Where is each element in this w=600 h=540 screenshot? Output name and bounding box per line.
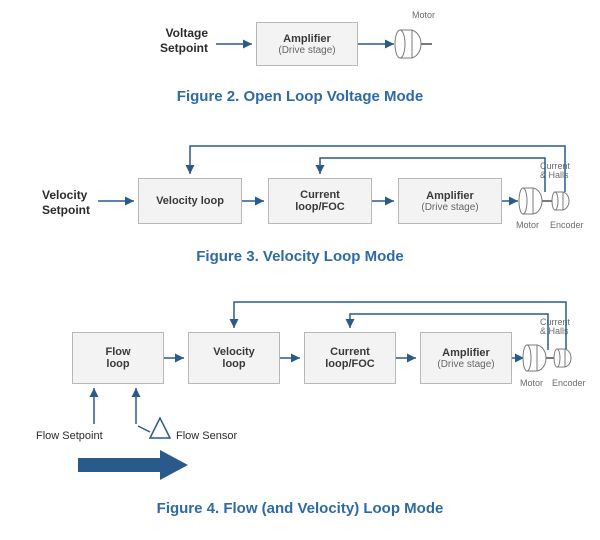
fig4-flow-box: Flow loop [72,332,164,384]
fig3-input-l2: Setpoint [42,203,90,217]
fig2-box-l1: Amplifier [283,33,331,45]
fig2-input-l1: Voltage [166,26,208,40]
fig3-encoder-label: Encoder [550,220,584,230]
fig4-caption: Figure 4. Flow (and Velocity) Loop Mode [0,500,600,517]
fig3-halls-label: Current & Halls [540,162,570,181]
fig3-halls-l2: & Halls [540,170,569,180]
fig4-amplifier-box: Amplifier (Drive stage) [420,332,512,384]
fig4-b1-l1: Velocity [213,346,255,358]
fig3-current-box: Current loop/FOC [268,178,372,224]
fig3-input-l1: Velocity [42,188,87,202]
big-flow-arrow-icon [78,450,188,480]
fig4-setpoint-label: Flow Setpoint [36,430,103,444]
fig2-amplifier-box: Amplifier (Drive stage) [256,22,358,66]
fig3-b1-l2: loop/FOC [295,201,345,213]
fig3-b0-l1: Velocity loop [156,195,224,207]
flow-sensor-icon [150,418,170,438]
fig3-b1-l1: Current [300,189,340,201]
fig3-caption: Figure 3. Velocity Loop Mode [0,248,600,265]
fig4-b2-l2: loop/FOC [325,358,375,370]
fig3-motor-label: Motor [516,220,539,230]
fig4-halls-label: Current & Halls [540,318,570,337]
fig4-motor-label: Motor [520,378,543,388]
fig2-input-label: Voltage Setpoint [160,26,208,56]
fig4-b3-l2: (Drive stage) [437,359,494,370]
diagram-overlay [0,0,600,540]
fig4-encoder-icon [554,349,571,367]
fig4-b1-l2: loop [222,358,245,370]
fig2-motor-label: Motor [412,10,435,20]
fig4-velocity-box: Velocity loop [188,332,280,384]
fig3-amplifier-box: Amplifier (Drive stage) [398,178,502,224]
fig2-motor-icon [395,30,432,58]
fig4-current-box: Current loop/FOC [304,332,396,384]
fig2-box-l2: (Drive stage) [278,45,335,56]
fig4-halls-l2: & Halls [540,326,569,336]
fig3-encoder-icon [552,192,569,210]
fig3-velocity-box: Velocity loop [138,178,242,224]
fig4-encoder-label: Encoder [552,378,586,388]
fig4-b0-l2: loop [106,358,129,370]
fig2-caption: Figure 2. Open Loop Voltage Mode [0,88,600,105]
fig4-sensor-label: Flow Sensor [176,430,237,444]
fig3-input-label: Velocity Setpoint [42,188,90,218]
fig4-motor-icon [523,345,554,371]
fig2-input-l2: Setpoint [160,41,208,55]
fig3-motor-icon [519,188,552,214]
fig3-b2-l2: (Drive stage) [421,202,478,213]
fig4-b3-l1: Amplifier [442,347,490,359]
fig4-b2-l1: Current [330,346,370,358]
fig4-b0-l1: Flow [105,346,130,358]
fig3-b2-l1: Amplifier [426,190,474,202]
